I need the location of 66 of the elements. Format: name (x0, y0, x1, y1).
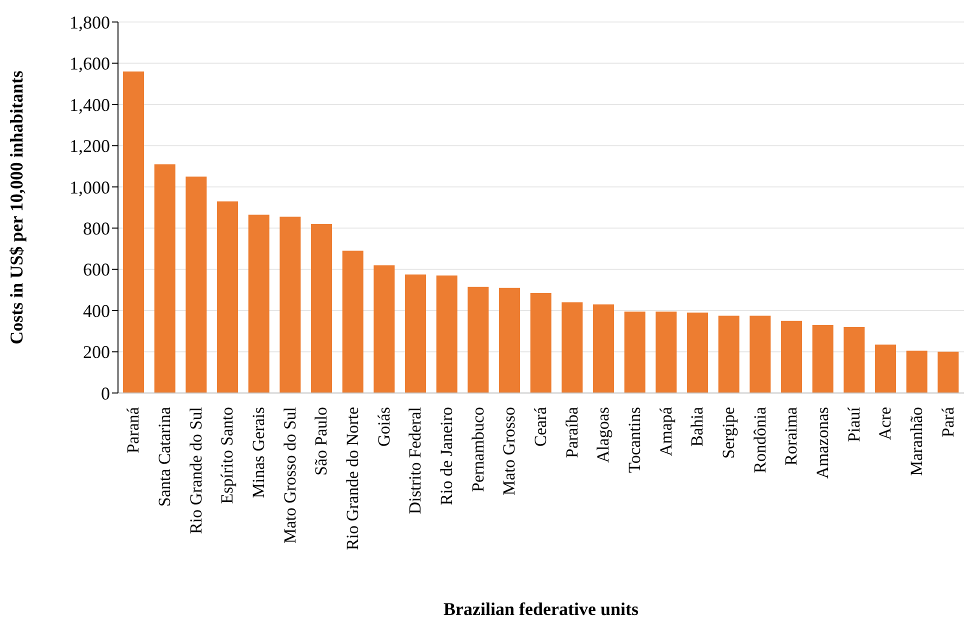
x-tick-label: Amapá (656, 406, 676, 456)
bar (562, 302, 583, 393)
x-tick-label: Espírito Santo (218, 407, 237, 504)
bar (342, 250, 364, 393)
bar (311, 224, 332, 393)
y-tick-label: 600 (83, 260, 110, 280)
x-tick-label: Mato Grosso do Sul (280, 406, 300, 544)
y-tick-label: 1,400 (70, 94, 110, 115)
bar (186, 176, 207, 393)
x-tick-label: Piauí (844, 406, 864, 442)
y-tick-label: 1,000 (70, 177, 110, 198)
x-tick-label: Paraíba (562, 406, 582, 458)
bar (530, 293, 552, 393)
x-tick-label: Tocantins (625, 407, 644, 473)
bar (938, 352, 959, 393)
bar (844, 327, 865, 393)
x-tick-label: Paraná (124, 406, 143, 454)
x-axis-title: Brazilian federative units (444, 599, 638, 619)
x-tick-label: Rio de Janeiro (437, 407, 456, 506)
bar (280, 216, 301, 393)
x-tick-label: Distrito Federal (406, 406, 425, 514)
bar (468, 286, 489, 393)
y-tick-label: 200 (83, 342, 110, 362)
x-tick-label: Amazonas (813, 407, 832, 479)
y-tick-label: 1,800 (70, 12, 110, 32)
x-tick-label: Roraima (782, 406, 801, 466)
bar (374, 265, 395, 393)
x-tick-label: São Paulo (312, 407, 331, 476)
x-tick-label: Acre (876, 407, 895, 440)
x-tick-label: Rio Grande do Norte (343, 407, 362, 550)
x-tick-label: Bahia (688, 406, 707, 447)
y-tick-label: 1,200 (70, 136, 110, 156)
y-tick-label: 800 (83, 218, 110, 238)
x-tick-label: Santa Catarina (155, 406, 174, 507)
bar (593, 304, 614, 393)
x-tick-label: Maranhão (907, 407, 926, 476)
y-axis-title: Costs in US$ per 10,000 inhabitants (6, 70, 26, 344)
x-tick-label: Alagoas (594, 407, 613, 463)
y-tick-label: 400 (83, 300, 110, 321)
y-tick-label: 0 (101, 383, 110, 404)
bar (812, 324, 834, 393)
x-tick-label: Rio Grande do Sul (186, 406, 206, 534)
bar (499, 288, 520, 393)
x-tick-label: Rondônia (750, 406, 770, 474)
bar (405, 274, 426, 393)
bar (875, 344, 896, 393)
bar (718, 316, 740, 393)
bar (906, 350, 928, 393)
bar (217, 201, 238, 393)
bar (656, 312, 677, 393)
bar (781, 320, 802, 393)
x-tick-label: Pernambuco (468, 407, 488, 492)
x-tick-label: Ceará (531, 406, 550, 447)
x-tick-label: Sergipe (719, 407, 738, 459)
x-tick-label: Minas Gerais (249, 407, 268, 498)
bar (248, 214, 270, 393)
x-tick-label: Pará (938, 406, 958, 438)
bar (154, 164, 176, 393)
bar (123, 71, 144, 393)
x-tick-label: Mato Grosso (500, 407, 519, 496)
bar (750, 316, 771, 393)
bar (624, 312, 646, 393)
y-tick-label: 1,600 (70, 54, 110, 74)
bar (436, 276, 458, 393)
bar (687, 312, 708, 393)
x-tick-label: Goiás (374, 407, 394, 447)
